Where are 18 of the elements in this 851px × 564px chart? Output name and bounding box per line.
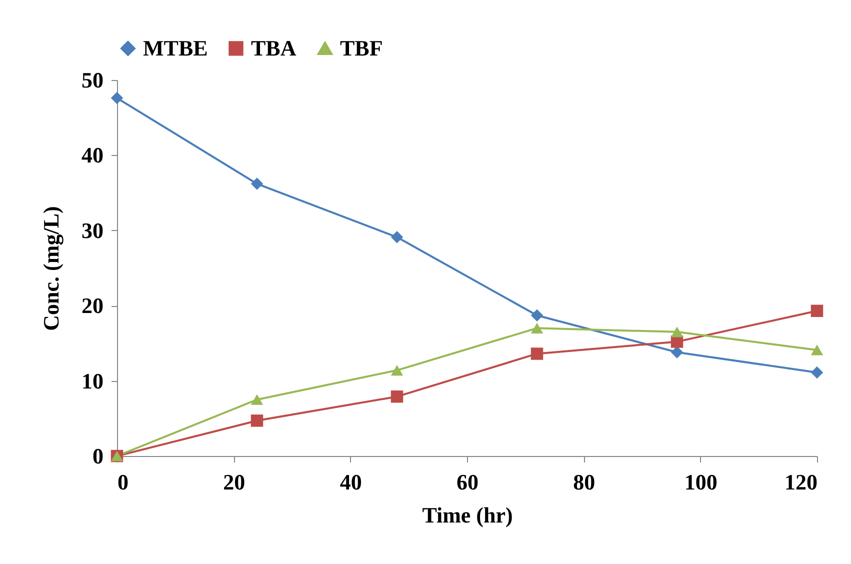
y-tick-label: 50 [82,68,104,92]
x-tick-label: 100 [684,470,718,494]
x-tick-label: 40 [340,470,362,494]
y-tick-label: 10 [82,368,104,394]
legend-label: TBF [340,36,383,60]
y-axis-title: Conc. (mg/L) [38,206,64,331]
y-tick-label: 0 [92,444,104,468]
x-tick-label: 120 [784,470,818,494]
legend-label: MTBE [143,35,208,60]
y-tick-label: 20 [82,293,104,318]
x-tick-label: 0 [118,470,128,494]
x-axis-title: Time (hr) [422,502,513,528]
x-tick-label: 20 [223,470,246,494]
x-tick-label: 60 [456,470,478,494]
y-tick-label: 40 [82,142,104,168]
legend-label: TBA [251,35,296,60]
y-tick-label: 30 [82,218,104,243]
x-tick-label: 80 [573,470,596,494]
